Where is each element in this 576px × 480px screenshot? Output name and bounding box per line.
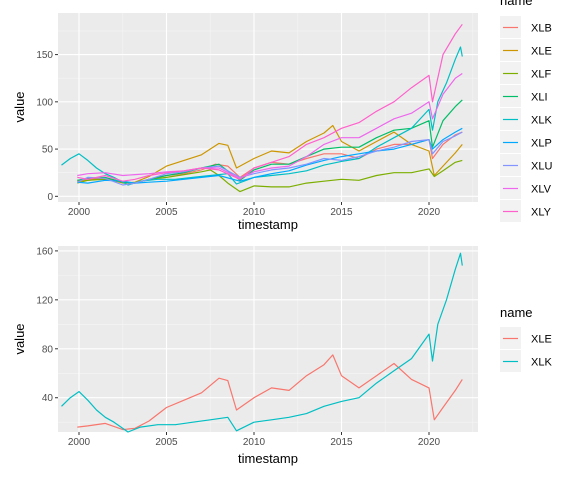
x-tick-label: 2010 [243,207,266,218]
y-tick-label: 50 [42,145,54,156]
x-tick-label: 2010 [243,437,266,448]
y-tick-label: 40 [42,393,54,404]
panel-background [58,13,478,202]
x-tick-label: 2015 [330,207,353,218]
series-line-xle [77,354,463,431]
y-tick-label: 0 [47,192,53,203]
legend-label-xle: XLE [531,46,552,58]
legend-label-xlu: XLU [531,161,552,173]
legend: name XLB XLE XLF XLI XLK XLP XLU XLV XLY [500,0,552,222]
x-tick-label: 2020 [418,207,441,218]
series-line-xle [77,124,463,184]
series-line-xlu [77,131,463,186]
x-tick-label: 2005 [155,437,178,448]
legend-label-xlf: XLF [531,69,551,81]
y-tick-label: 100 [36,97,53,108]
legend-label-xlv: XLV [531,184,552,196]
legend-title: name [500,305,533,320]
x-tick-label: 2000 [68,207,91,218]
series-line-xly [77,23,463,182]
panel-2: 2000 2005 2010 2015 2020 40 80 120 160 timestamp v… [12,246,552,466]
y-tick-label: 160 [36,246,53,257]
y-tick-label: 80 [42,344,54,355]
x-tick-label: 2000 [68,437,91,448]
legend-title: name [500,0,533,8]
legend-label-xlp: XLP [531,138,552,150]
legend-label-xlk: XLK [531,115,552,127]
series-line-xlk [61,252,463,433]
panel-background [58,246,478,432]
x-tick-label: 2020 [418,437,441,448]
y-tick-label: 150 [36,50,53,61]
y-axis-title: value [12,91,27,122]
legend-label-xlk: XLK [531,357,552,369]
series-line-xlk [61,46,463,186]
legend: name XLE XLK [500,305,552,372]
x-axis-title: timestamp [238,451,298,466]
y-tick-label: 120 [36,295,53,306]
legend-label-xli: XLI [531,92,548,104]
legend-label-xlb: XLB [531,23,552,35]
x-tick-label: 2015 [330,437,353,448]
x-tick-label: 2005 [155,207,178,218]
x-axis-title: timestamp [238,217,298,232]
y-axis-title: value [12,323,27,354]
legend-label-xle: XLE [531,334,552,346]
legend-label-xly: XLY [531,207,552,219]
series-line-xlv [77,73,463,179]
panel-1: 2000 2005 2010 2015 2020 0 50 100 150 timestamp va… [12,0,552,232]
